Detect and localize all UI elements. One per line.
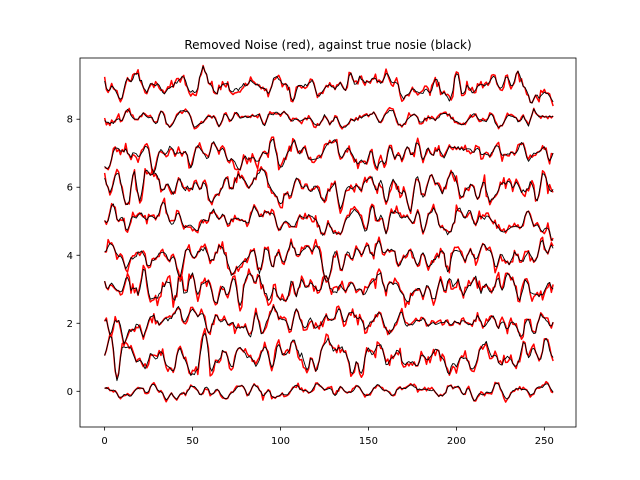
x-axis: 0 50 100 150 200 250: [101, 427, 554, 447]
x-tick-label: 200: [447, 436, 466, 447]
series-true-noise-1: [104, 332, 554, 382]
series-true-noise-2: [104, 305, 554, 345]
y-tick-label: 2: [67, 319, 73, 330]
y-tick-label: 4: [67, 251, 73, 262]
series-true-noise-4: [104, 239, 554, 282]
series-true-noise-0: [104, 382, 554, 402]
axes-frame: [79, 57, 577, 428]
y-tick-label: 8: [67, 115, 73, 126]
series-true-noise-6: [104, 168, 554, 212]
x-tick-label: 0: [101, 436, 107, 447]
y-tick-label: 0: [67, 387, 73, 398]
y-axis: 0 2 4 6 8: [67, 115, 80, 398]
y-tick-label: 6: [67, 183, 73, 194]
series-true-noise-9: [104, 65, 554, 104]
x-tick-label: 150: [359, 436, 378, 447]
series-true-noise-5: [104, 202, 554, 241]
x-tick-label: 250: [535, 436, 554, 447]
series-true-noise-8: [104, 108, 554, 128]
x-tick-label: 50: [186, 436, 199, 447]
series-true-noise-7: [104, 138, 554, 174]
x-tick-label: 100: [271, 436, 290, 447]
series-layer: [103, 64, 554, 403]
chart-title: Removed Noise (red), against true nosie …: [184, 38, 471, 52]
